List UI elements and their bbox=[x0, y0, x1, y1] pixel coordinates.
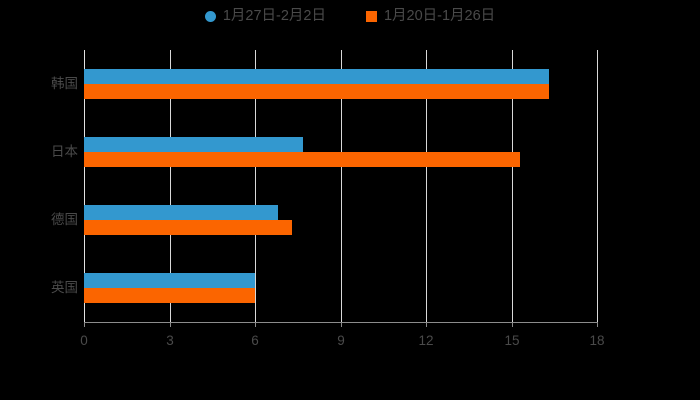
x-tick-label-15: 15 bbox=[504, 333, 520, 348]
bar[interactable] bbox=[84, 220, 293, 235]
x-tick-18 bbox=[597, 322, 598, 327]
bar[interactable] bbox=[84, 152, 521, 167]
legend-label-series-0: 1月27日-2月2日 bbox=[222, 8, 326, 24]
plot-area bbox=[84, 50, 598, 322]
gridline-x-6 bbox=[255, 50, 256, 322]
chart-legend: 1月27日-2月2日 1月20日-1月26日 bbox=[0, 4, 700, 28]
x-tick-label-12: 12 bbox=[418, 333, 434, 348]
gridline-x-15 bbox=[512, 50, 513, 322]
gridline-x-18 bbox=[597, 50, 598, 322]
bar[interactable] bbox=[84, 288, 255, 303]
category-label-1: 日本 bbox=[51, 144, 78, 159]
legend-item-series-1[interactable]: 1月20日-1月26日 bbox=[365, 8, 496, 24]
x-tick-15 bbox=[512, 322, 513, 327]
legend-square-marker-icon bbox=[365, 10, 377, 22]
gridline-x-3 bbox=[170, 50, 171, 322]
x-tick-12 bbox=[426, 322, 427, 327]
bar[interactable] bbox=[84, 137, 304, 152]
bar-group bbox=[84, 273, 597, 303]
x-tick-label-6: 6 bbox=[251, 333, 259, 348]
category-label-0: 韩国 bbox=[51, 76, 78, 91]
gridline-x-9 bbox=[341, 50, 342, 322]
bar-group bbox=[84, 69, 597, 99]
x-tick-0 bbox=[84, 322, 85, 327]
legend-label-series-1: 1月20日-1月26日 bbox=[383, 8, 496, 24]
bar-group bbox=[84, 205, 597, 235]
category-label-3: 英国 bbox=[51, 280, 78, 295]
x-tick-label-0: 0 bbox=[80, 333, 88, 348]
bar[interactable] bbox=[84, 273, 255, 288]
category-label-2: 德国 bbox=[51, 212, 78, 227]
x-tick-9 bbox=[341, 322, 342, 327]
x-tick-6 bbox=[255, 322, 256, 327]
gridline-x-0 bbox=[84, 50, 85, 322]
x-axis-line bbox=[84, 322, 597, 323]
legend-item-series-0[interactable]: 1月27日-2月2日 bbox=[204, 8, 326, 24]
bar[interactable] bbox=[84, 69, 549, 84]
legend-circle-marker-icon bbox=[204, 10, 216, 22]
x-tick-label-3: 3 bbox=[166, 333, 174, 348]
bar[interactable] bbox=[84, 84, 549, 99]
x-tick-label-18: 18 bbox=[589, 333, 605, 348]
bar-group bbox=[84, 137, 597, 167]
bar[interactable] bbox=[84, 205, 278, 220]
x-tick-3 bbox=[170, 322, 171, 327]
x-tick-label-9: 9 bbox=[337, 333, 345, 348]
gridline-x-12 bbox=[426, 50, 427, 322]
